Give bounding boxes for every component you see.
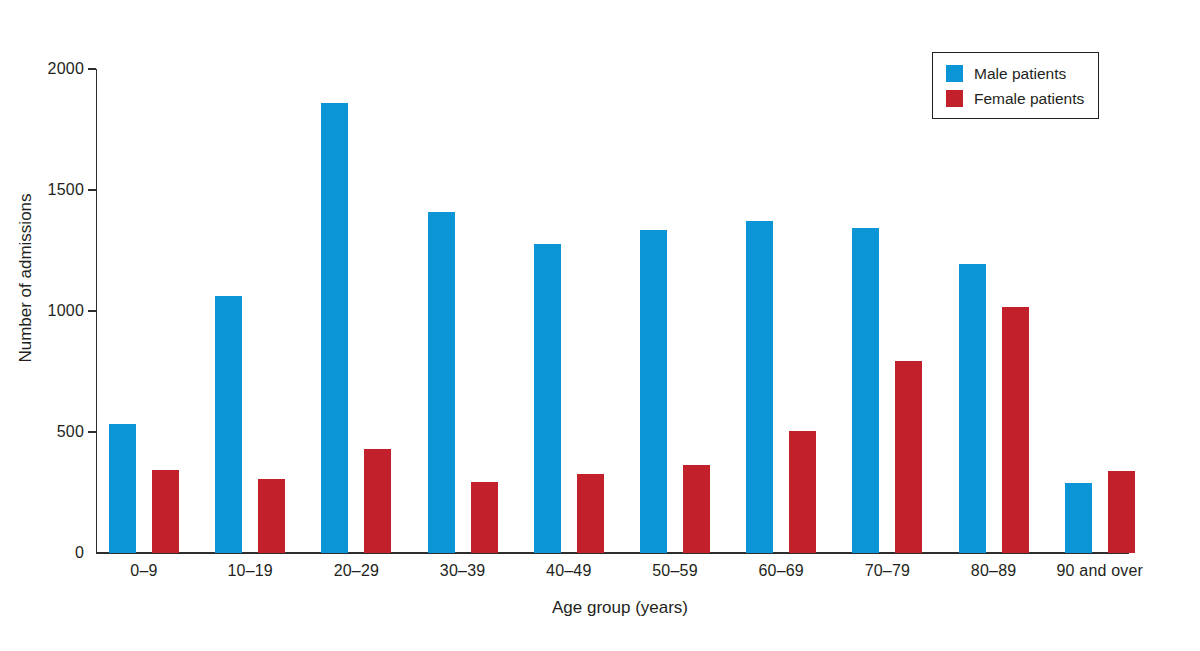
y-axis-title: Number of admissions — [16, 193, 36, 362]
legend-item-male: Male patients — [946, 65, 1098, 82]
y-tick-2000 — [88, 68, 96, 70]
y-tick-label-2000: 2000 — [24, 60, 84, 78]
bar-female-50–59 — [683, 465, 710, 553]
bar-male-30–39 — [428, 212, 455, 553]
female-series-swatch — [946, 90, 963, 107]
y-tick-1500 — [88, 189, 96, 191]
x-tick-label-90 and over: 90 and over — [1030, 561, 1170, 580]
bar-male-10–19 — [215, 296, 242, 553]
bar-male-20–29 — [321, 103, 348, 553]
y-tick-label-1000: 1000 — [24, 302, 84, 320]
bar-male-0–9 — [109, 424, 136, 553]
bar-female-0–9 — [152, 470, 179, 553]
bar-female-60–69 — [789, 431, 816, 553]
y-tick-label-1500: 1500 — [24, 181, 84, 199]
bar-male-90 and over — [1065, 483, 1092, 553]
legend-label-female: Female patients — [974, 90, 1084, 107]
bar-female-20–29 — [364, 449, 391, 553]
y-axis-line — [96, 69, 98, 553]
bar-male-80–89 — [959, 264, 986, 553]
bar-male-40–49 — [534, 244, 561, 553]
bar-female-30–39 — [471, 482, 498, 553]
y-tick-label-500: 500 — [24, 423, 84, 441]
legend-item-female: Female patients — [946, 90, 1098, 107]
bar-female-40–49 — [577, 474, 604, 553]
bar-male-70–79 — [852, 228, 879, 553]
bar-female-80–89 — [1002, 307, 1029, 553]
legend-label-male: Male patients — [974, 65, 1066, 82]
bar-male-60–69 — [746, 221, 773, 553]
y-tick-1000 — [88, 310, 96, 312]
legend: Male patients Female patients — [932, 52, 1099, 119]
y-tick-label-0: 0 — [24, 544, 84, 562]
bar-male-50–59 — [640, 230, 667, 553]
bar-female-70–79 — [895, 361, 922, 553]
bar-female-90 and over — [1108, 471, 1135, 553]
male-series-swatch — [946, 65, 963, 82]
x-axis-title: Age group (years) — [552, 598, 688, 618]
bar-female-10–19 — [258, 479, 285, 553]
y-tick-500 — [88, 431, 96, 433]
bar-chart: Number of admissions Age group (years) 0… — [0, 0, 1200, 651]
